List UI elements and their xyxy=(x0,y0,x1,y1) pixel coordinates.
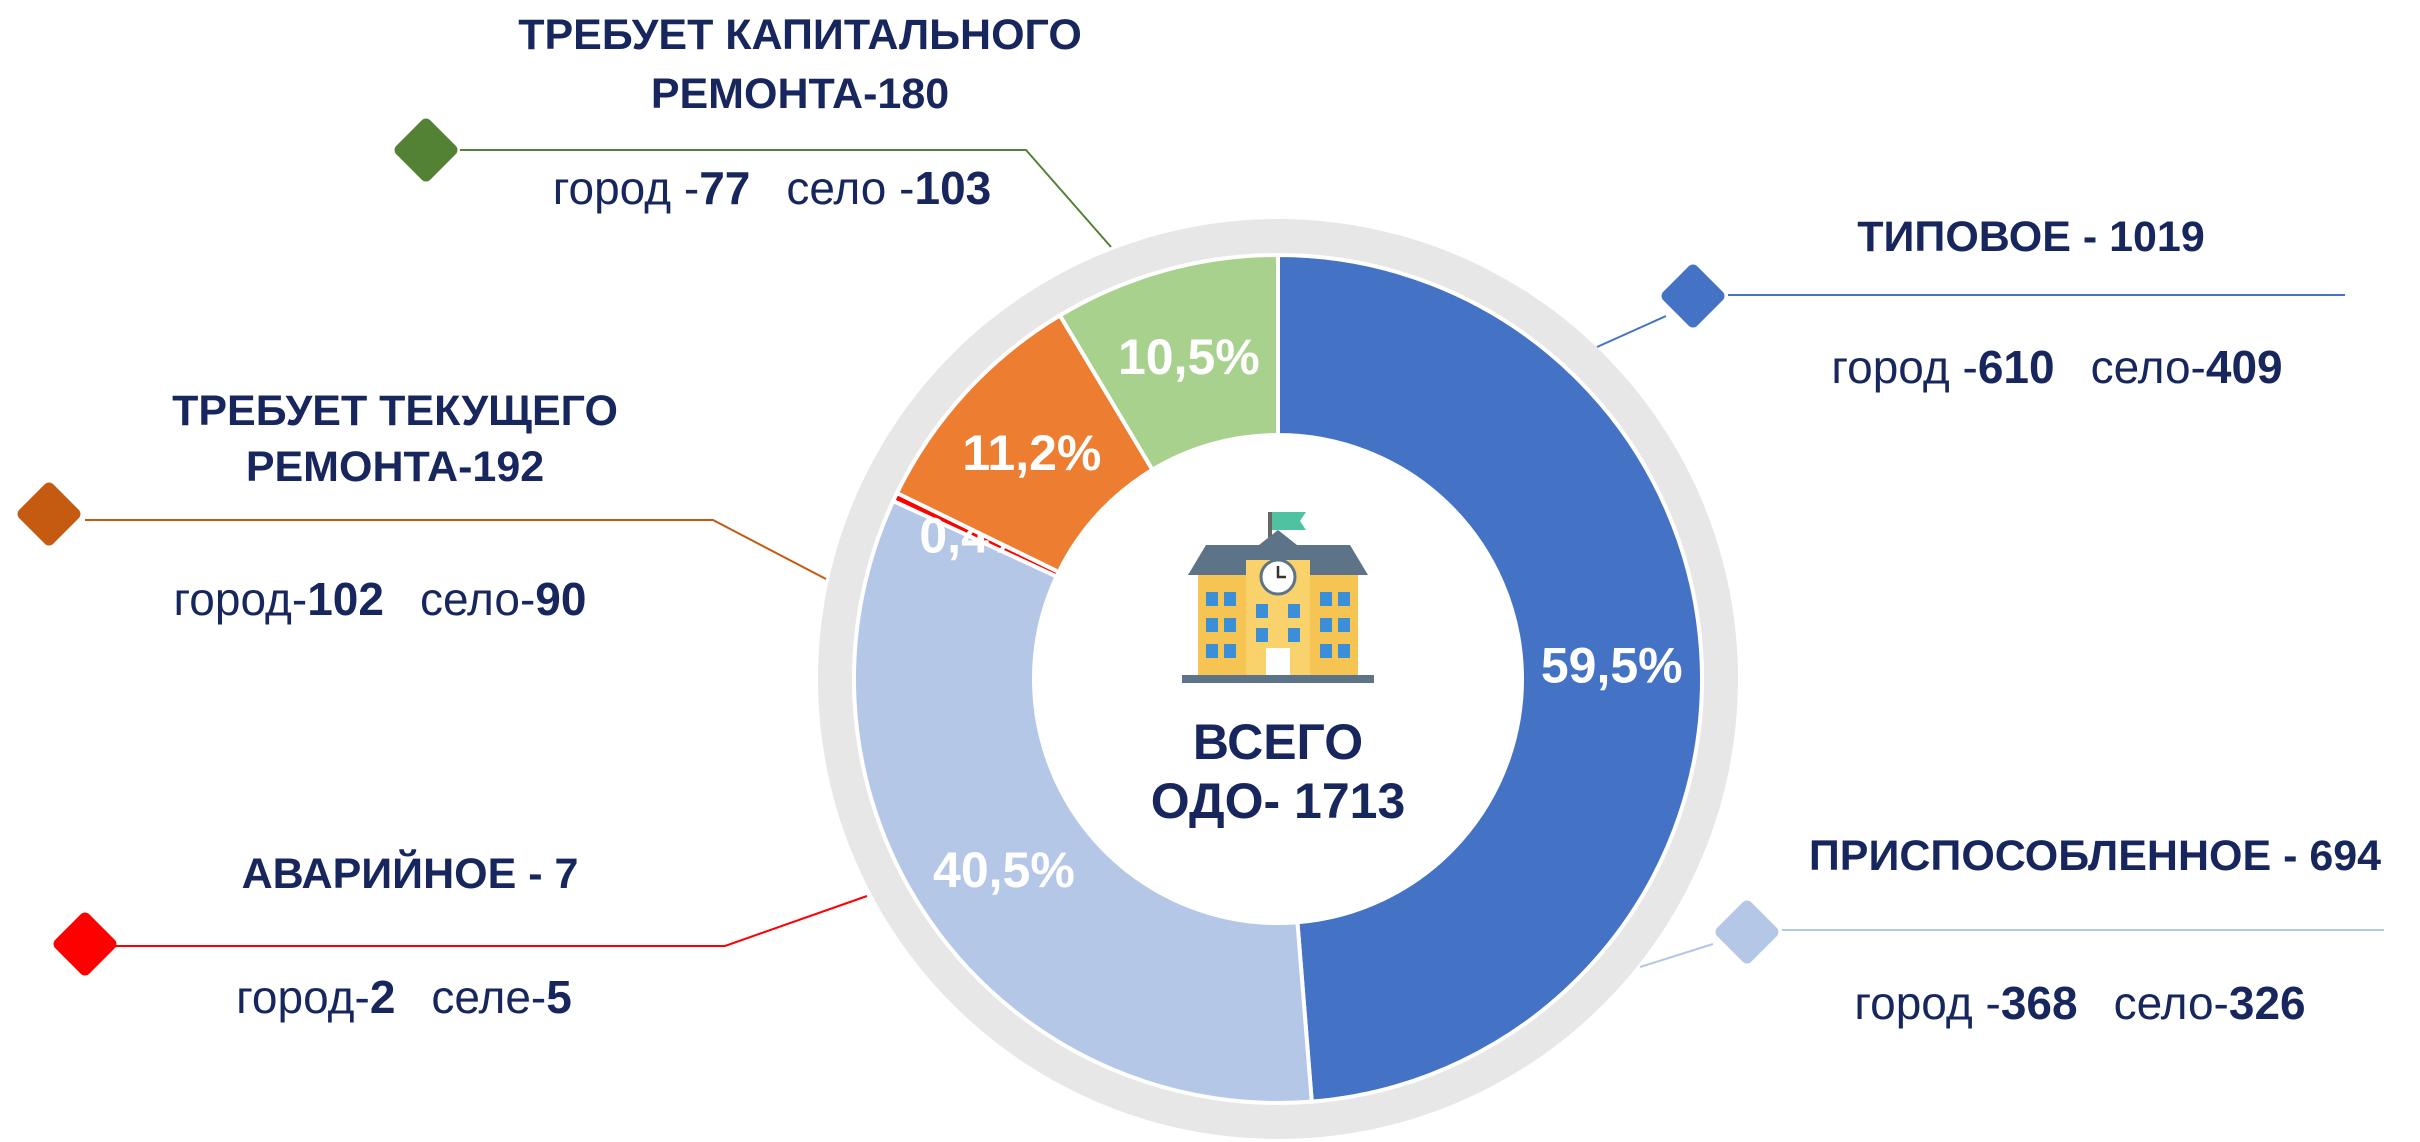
segment-label: 59,5% xyxy=(1541,638,1683,694)
city-label: город- xyxy=(174,573,308,625)
legend-detail: город -610 село-409 xyxy=(1831,341,2282,393)
village-label: село- xyxy=(2114,977,2229,1029)
leader-line xyxy=(108,895,868,947)
city-count: 77 xyxy=(699,162,750,214)
legend-title: ПРИСПОСОБЛЕННОЕ - 694 xyxy=(1809,832,2381,880)
village-count: 5 xyxy=(546,971,572,1023)
legend-detail: город-102 село-90 xyxy=(174,573,587,625)
legend-title: ТРЕБУЕТ КАПИТАЛЬНОГО xyxy=(518,11,1082,59)
leader-line xyxy=(460,149,1112,248)
city-label: город - xyxy=(1854,977,2000,1029)
legend-marker xyxy=(394,118,458,182)
village-count: 326 xyxy=(2229,977,2306,1029)
legend-detail: город -77 село -103 xyxy=(553,162,991,214)
leader-line xyxy=(1639,943,1714,968)
city-label: город - xyxy=(553,162,699,214)
legend-marker xyxy=(1661,264,1725,328)
village-label: село- xyxy=(420,573,535,625)
legend-marker xyxy=(17,482,81,546)
legend-marker xyxy=(1715,900,1779,964)
leader-line xyxy=(1596,315,1667,348)
legend-marker xyxy=(53,912,117,976)
legend-title: РЕМОНТА-180 xyxy=(651,70,949,118)
legend-detail: город-2 селе-5 xyxy=(236,971,572,1023)
legend-title: ТИПОВОЕ - 1019 xyxy=(1857,213,2205,261)
school-icon xyxy=(1182,512,1374,683)
city-count: 102 xyxy=(307,573,384,625)
village-count: 103 xyxy=(914,162,991,214)
segment-label: 10,5% xyxy=(1118,329,1260,385)
donut: 59,5%40,5%0,4%11,2%10,5% xyxy=(852,252,1704,1105)
legend-detail: город -368 село-326 xyxy=(1854,977,2305,1029)
village-count: 409 xyxy=(2206,341,2283,393)
leader-line xyxy=(85,519,827,580)
city-label: город - xyxy=(1831,341,1977,393)
city-count: 368 xyxy=(2001,977,2078,1029)
legend-title: РЕМОНТА-192 xyxy=(246,443,544,491)
city-count: 610 xyxy=(1978,341,2055,393)
city-count: 2 xyxy=(370,971,396,1023)
village-count: 90 xyxy=(535,573,586,625)
legend-title: АВАРИЙНОЕ - 7 xyxy=(242,849,579,898)
city-label: город- xyxy=(236,971,370,1023)
legend-title: ТРЕБУЕТ ТЕКУЩЕГО xyxy=(172,387,618,435)
center-label: ВСЕГО xyxy=(1193,714,1363,770)
village-label: селе- xyxy=(431,971,546,1023)
village-label: село- xyxy=(2091,341,2206,393)
segment-label: 40,5% xyxy=(933,842,1075,898)
village-label: село - xyxy=(786,162,914,214)
center-label: ОДО- 1713 xyxy=(1151,773,1406,829)
segment-label: 11,2% xyxy=(962,425,1101,481)
